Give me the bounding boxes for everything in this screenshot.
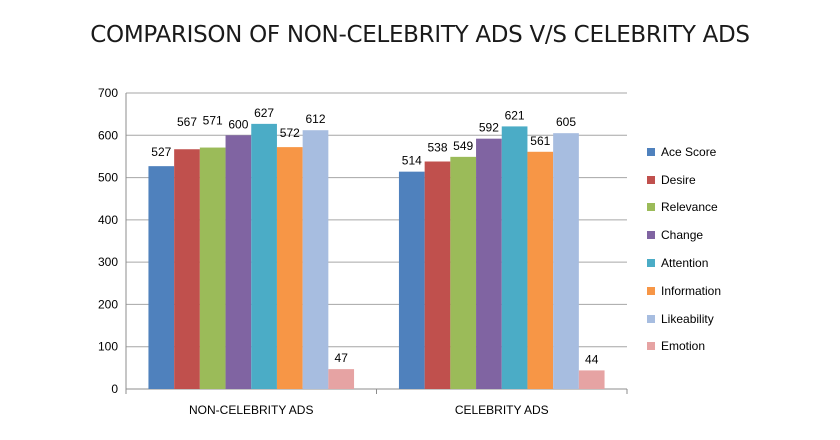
data-label: 612 <box>305 112 325 126</box>
data-label: 605 <box>556 115 576 129</box>
bar-information <box>527 151 554 389</box>
legend-label: Emotion <box>661 339 706 354</box>
bar-change <box>225 135 252 389</box>
data-label: 621 <box>505 108 525 122</box>
legend-item: Desire <box>647 166 721 194</box>
data-label: 561 <box>530 134 550 148</box>
legend-item: Information <box>647 277 721 305</box>
y-tick-label: 200 <box>98 297 118 311</box>
bar-ace-score <box>148 166 175 389</box>
y-tick-label: 400 <box>98 213 118 227</box>
data-label: 47 <box>335 351 349 365</box>
data-label: 514 <box>402 154 422 168</box>
x-category-label: NON-CELEBRITY ADS <box>189 403 313 417</box>
bar-likeability <box>553 133 579 389</box>
data-label: 44 <box>585 352 599 366</box>
bar-change <box>476 138 502 389</box>
bar-relevance <box>450 156 477 389</box>
legend-swatch <box>647 231 655 240</box>
bar-desire <box>424 161 451 389</box>
legend-swatch <box>647 147 655 156</box>
bar-information <box>276 147 303 389</box>
legend-swatch <box>647 259 655 268</box>
legend-item: Likeability <box>647 305 721 333</box>
legend-item: Ace Score <box>647 138 721 166</box>
legend-swatch <box>647 286 655 295</box>
y-tick-label: 0 <box>111 382 118 396</box>
data-label: 572 <box>280 126 300 140</box>
legend-label: Information <box>661 283 722 298</box>
legend-swatch <box>647 314 655 323</box>
y-tick-label: 600 <box>98 128 118 142</box>
data-label: 538 <box>427 141 447 155</box>
data-label: 600 <box>228 117 248 131</box>
x-category-label: CELEBRITY ADS <box>455 403 549 417</box>
legend-item: Change <box>647 221 721 249</box>
legend-swatch <box>647 203 655 212</box>
y-tick-label: 300 <box>98 255 118 269</box>
legend-item: Emotion <box>647 333 721 361</box>
legend-label: Relevance <box>661 200 718 215</box>
y-tick-label: 700 <box>98 86 118 100</box>
data-label: 592 <box>479 121 499 135</box>
y-tick-label: 100 <box>98 340 118 354</box>
bar-likeability <box>302 130 329 389</box>
legend-item: Attention <box>647 249 721 277</box>
data-label: 627 <box>254 106 274 120</box>
legend-label: Desire <box>661 172 696 187</box>
data-label: 549 <box>453 139 473 153</box>
legend-swatch <box>647 175 655 184</box>
legend-label: Attention <box>661 256 709 271</box>
data-label: 571 <box>203 114 223 128</box>
bar-attention <box>251 123 277 390</box>
chart-title: COMPARISON OF NON-CELEBRITY ADS V/S CELE… <box>90 22 750 48</box>
data-label: 567 <box>177 115 197 129</box>
legend-label: Likeability <box>661 311 714 326</box>
bar-ace-score <box>398 171 425 389</box>
legend-label: Change <box>661 228 704 243</box>
legend-swatch <box>647 342 655 351</box>
bar-emotion <box>578 370 605 389</box>
bar-attention <box>501 126 528 390</box>
legend-label: Ace Score <box>661 144 717 159</box>
y-tick-label: 500 <box>98 171 118 185</box>
data-label: 527 <box>151 145 171 159</box>
chart-legend: Ace Score Desire Relevance Change Attention I… <box>647 138 721 360</box>
bar-emotion <box>328 369 355 389</box>
bar-relevance <box>199 147 226 389</box>
bar-desire <box>174 149 200 389</box>
legend-item: Relevance <box>647 194 721 222</box>
